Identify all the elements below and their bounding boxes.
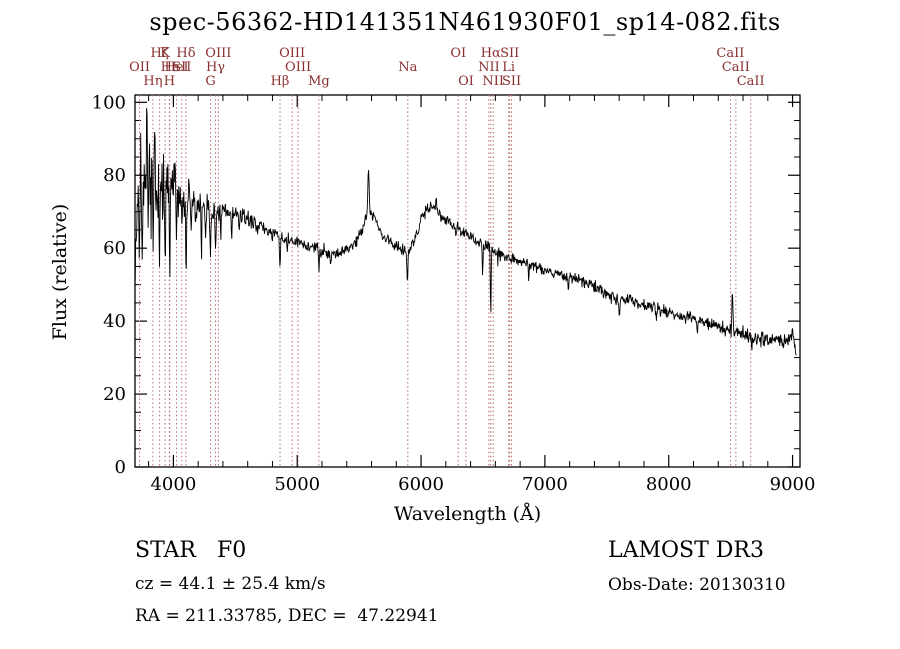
spectral-marker-label: NII: [482, 74, 504, 89]
spectral-marker-label: Li: [502, 60, 515, 75]
spectral-marker-label: CaII: [722, 60, 750, 75]
spectral-marker-label: CaII: [737, 74, 765, 89]
spectral-marker-label: Hζ: [150, 46, 168, 61]
axis-box: [134, 94, 801, 468]
spectral-marker-label: NII: [478, 60, 500, 75]
spectral-marker-label: Hγ: [206, 60, 225, 75]
spectral-marker-label: Hε: [161, 60, 179, 75]
ra-dec-value: RA = 211.33785, DEC = 47.22941: [135, 606, 439, 626]
spectral-marker-label: OI: [458, 74, 474, 89]
spectral-marker-label: Hη: [143, 74, 162, 89]
object-class-label: STAR F0: [135, 538, 247, 563]
spectral-marker-label: Hδ: [176, 46, 195, 61]
spectral-marker-label: OIII: [285, 60, 311, 75]
spectral-marker-label: OIII: [279, 46, 305, 61]
x-axis-label: Wavelength (Å): [393, 503, 542, 525]
spectrum-path: [134, 107, 797, 356]
y-tick-label: 40: [103, 311, 126, 332]
spectral-marker-label: Na: [398, 60, 417, 75]
spectral-marker-label: OI: [450, 46, 466, 61]
x-tick-label: 6000: [398, 474, 444, 495]
x-tick-label: 9000: [770, 474, 816, 495]
spectral-marker-label: CaII: [716, 46, 744, 61]
x-tick-label: 8000: [646, 474, 692, 495]
obs-date: Obs-Date: 20130310: [608, 575, 786, 595]
y-tick-label: 60: [103, 238, 126, 259]
x-tick-label: 5000: [274, 474, 320, 495]
spectral-marker-label: H: [164, 74, 175, 89]
spectral-marker-label: SII: [500, 46, 519, 61]
spectral-marker-label: Hβ: [271, 74, 290, 89]
x-tick-label: 4000: [150, 474, 196, 495]
y-tick-label: 20: [103, 384, 126, 405]
spectral-marker-label: SII: [172, 60, 191, 75]
spectral-marker-label: Hα: [481, 46, 501, 61]
cz-value: cz = 44.1 ± 25.4 km/s: [135, 574, 326, 594]
y-tick-label: 0: [115, 457, 126, 478]
y-tick-label: 80: [103, 165, 126, 186]
y-tick-label: 100: [92, 92, 126, 113]
page-title: spec-56362-HD141351N461930F01_sp14-082.f…: [149, 8, 781, 36]
spectral-marker-label: SII: [502, 74, 521, 89]
spectral-marker-label: K: [160, 46, 170, 61]
x-tick-label: 7000: [522, 474, 568, 495]
y-axis-label: Flux (relative): [49, 203, 71, 341]
spectral-marker-label: HeI: [165, 60, 189, 75]
spectral-marker-label: OIII: [205, 46, 231, 61]
spectral-marker-label: G: [205, 74, 215, 89]
survey-label: LAMOST DR3: [608, 538, 764, 563]
spectral-marker-label: OII: [129, 60, 150, 75]
spectral-marker-label: Mg: [308, 74, 330, 89]
